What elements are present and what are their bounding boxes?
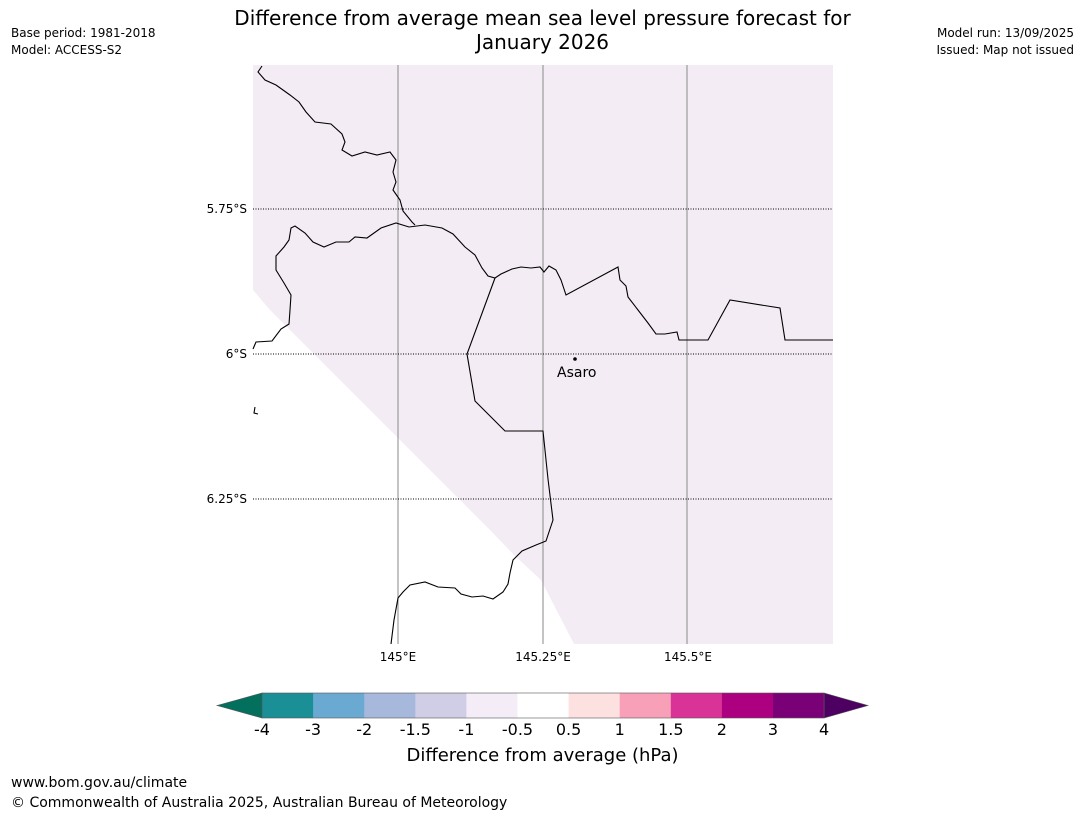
colorbar-tick-label: -0.5	[501, 720, 534, 739]
colorbar-tick-label: 0.5	[555, 720, 582, 739]
colorbar-segment	[721, 693, 774, 718]
lon-label-145-25: 145.25°E	[515, 650, 571, 664]
meta-left: Base period: 1981-2018 Model: ACCESS-S2	[11, 25, 156, 59]
colorbar-segment	[262, 693, 314, 718]
place-label-asaro: Asaro	[557, 365, 597, 381]
colorbar-tick-label: -2	[356, 720, 373, 739]
colorbar-tick-label: -1	[458, 720, 475, 739]
base-period-text: Base period: 1981-2018	[11, 26, 156, 40]
meta-right: Model run: 13/09/2025 Issued: Map not is…	[936, 25, 1074, 59]
lat-label-5-75: 5.75°S	[206, 202, 247, 216]
colorbar-segment	[619, 693, 672, 718]
issued-text: Issued: Map not issued	[936, 43, 1074, 57]
colorbar-segment	[466, 693, 518, 718]
colorbar-tick-label: 1.5	[658, 720, 684, 739]
colorbar-tick-label: -4	[254, 720, 270, 739]
boundary-south	[390, 277, 554, 645]
map-title-line1: Difference from average mean sea level p…	[234, 6, 851, 30]
boundary-fragment	[253, 406, 259, 415]
colorbar-tick-label: 4	[819, 720, 830, 739]
colorbar-segment	[313, 693, 365, 718]
footer-url: www.bom.gov.au/climate	[11, 775, 188, 791]
colorbar-tick-label: 3	[767, 720, 779, 739]
colorbar-segment	[773, 693, 825, 718]
colorbar-title: Difference from average (hPa)	[406, 745, 679, 766]
lon-label-145: 145°E	[379, 650, 417, 664]
colorbar-segment	[517, 693, 569, 718]
model-text: Model: ACCESS-S2	[11, 43, 123, 57]
colorbar-segment	[670, 693, 723, 718]
model-run-text: Model run: 13/09/2025	[936, 26, 1074, 40]
colorbar-extend-low	[215, 692, 263, 719]
asaro-marker	[573, 357, 577, 361]
colorbar-extend-high	[823, 692, 870, 719]
map-title: Difference from average mean sea level p…	[0, 6, 1085, 54]
lat-label-6: 6°S	[225, 347, 247, 361]
boundaries	[252, 65, 833, 645]
colorbar-tick-label: -1.5	[399, 720, 431, 739]
colorbar-tick-label: 1	[614, 720, 625, 739]
colorbar-tick-label: 2	[716, 720, 727, 739]
parallels	[253, 208, 833, 500]
colorbar-segment	[568, 693, 621, 718]
map-title-line2: January 2026	[475, 30, 610, 54]
colorbar-segment	[364, 693, 416, 718]
boundary-central	[252, 222, 833, 350]
colorbar-segment	[415, 693, 467, 718]
boundary-north	[257, 65, 416, 226]
colorbar-frame	[261, 692, 825, 719]
colorbar-tick-label: -3	[305, 720, 322, 739]
lon-label-145-5: 145.5°E	[664, 650, 712, 664]
footer-copyright: © Commonwealth of Australia 2025, Austra…	[11, 795, 508, 811]
lat-label-6-25: 6.25°S	[206, 492, 247, 506]
